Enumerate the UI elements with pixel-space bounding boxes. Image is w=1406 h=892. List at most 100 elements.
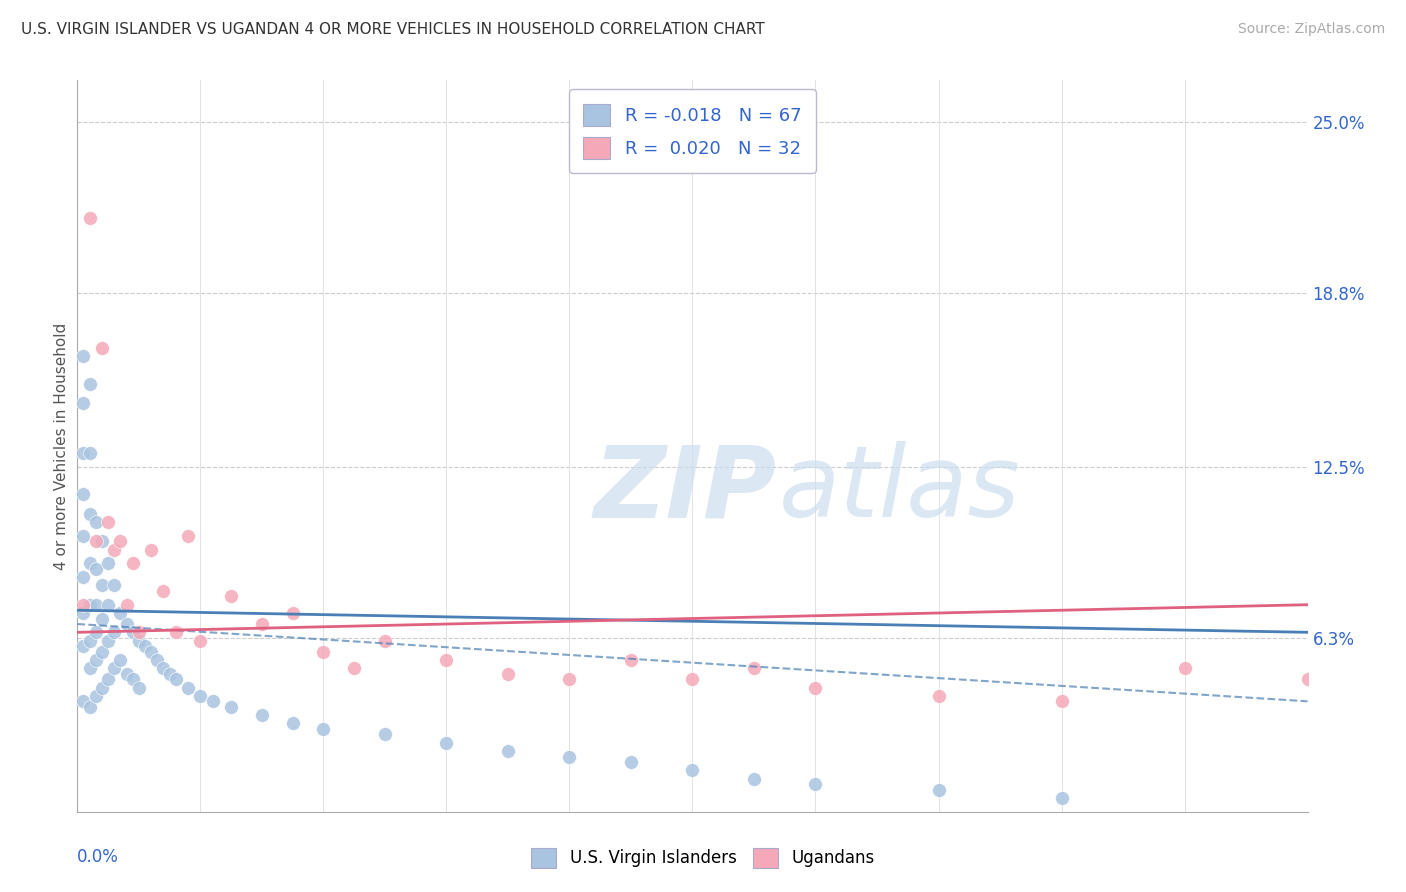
Point [281,716,304,731]
Legend: R = -0.018   N = 67, R =  0.020   N = 32: R = -0.018 N = 67, R = 0.020 N = 32 [569,89,815,173]
Point [103,625,125,640]
Point [72,349,94,363]
Point [103,542,125,557]
Point [1050,694,1073,708]
Point [177,681,200,695]
Point [165,672,187,686]
Point [1050,791,1073,805]
Point [72,694,94,708]
Point [159,666,181,681]
Point [436,736,458,750]
Text: Source: ZipAtlas.com: Source: ZipAtlas.com [1237,22,1385,37]
Point [250,617,273,632]
Point [436,653,458,667]
Point [134,639,156,653]
Point [97,557,120,571]
Point [558,749,581,764]
Point [72,446,94,460]
Point [79,557,101,571]
Point [742,661,765,675]
Point [84,562,107,576]
Point [97,515,120,529]
Point [188,633,212,648]
Point [79,633,101,648]
Point [103,661,125,675]
Point [152,661,174,675]
Point [374,633,396,648]
Point [219,590,242,604]
Point [219,699,242,714]
Point [103,578,125,592]
Point [72,606,94,620]
Text: 0.0%: 0.0% [77,848,120,866]
Point [804,681,827,695]
Point [84,515,107,529]
Point [620,653,643,667]
Point [79,446,101,460]
Point [72,570,94,584]
Point [84,689,107,703]
Point [115,666,138,681]
Text: atlas: atlas [779,442,1021,539]
Point [121,672,143,686]
Point [141,542,163,557]
Point [90,341,114,355]
Point [90,534,114,549]
Point [79,376,101,391]
Text: U.S. VIRGIN ISLANDER VS UGANDAN 4 OR MORE VEHICLES IN HOUSEHOLD CORRELATION CHAR: U.S. VIRGIN ISLANDER VS UGANDAN 4 OR MOR… [21,22,765,37]
Point [128,681,150,695]
Point [84,598,107,612]
Point [281,606,304,620]
Point [84,653,107,667]
Point [79,507,101,521]
Point [620,755,643,769]
Point [121,557,143,571]
Point [128,633,150,648]
Point [374,727,396,741]
Point [742,772,765,786]
Point [682,764,704,778]
Point [804,777,827,791]
Point [84,534,107,549]
Point [110,606,132,620]
Point [121,625,143,640]
Point [1296,672,1319,686]
Text: ZIP: ZIP [595,442,778,539]
Point [165,625,187,640]
Point [928,782,950,797]
Point [682,672,704,686]
Point [177,529,200,543]
Point [72,598,94,612]
Point [79,211,101,226]
Point [79,699,101,714]
Point [115,617,138,632]
Legend: U.S. Virgin Islanders, Ugandans: U.S. Virgin Islanders, Ugandans [524,841,882,875]
Point [72,487,94,501]
Point [79,598,101,612]
Point [90,578,114,592]
Point [928,689,950,703]
Point [97,598,120,612]
Point [97,672,120,686]
Point [97,633,120,648]
Point [90,681,114,695]
Point [1174,661,1197,675]
Point [188,689,212,703]
Point [558,672,581,686]
Point [141,645,163,659]
Point [79,661,101,675]
Point [110,534,132,549]
Point [72,639,94,653]
Point [110,653,132,667]
Point [90,645,114,659]
Point [115,598,138,612]
Point [343,661,366,675]
Point [201,694,224,708]
Point [72,396,94,410]
Point [312,645,335,659]
Point [84,625,107,640]
Point [250,708,273,723]
Y-axis label: 4 or more Vehicles in Household: 4 or more Vehicles in Household [53,322,69,570]
Point [496,744,519,758]
Point [152,583,174,598]
